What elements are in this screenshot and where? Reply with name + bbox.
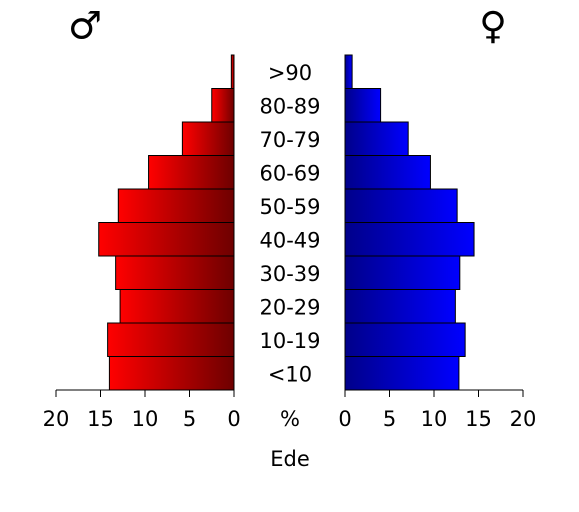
category-label: 60-69 xyxy=(259,161,320,185)
unit-label: % xyxy=(280,407,300,431)
x-tick-label: 20 xyxy=(510,407,537,431)
x-tick-label: 20 xyxy=(43,407,70,431)
category-label: 40-49 xyxy=(259,228,320,252)
male-bar xyxy=(117,188,235,223)
male-bar xyxy=(211,88,235,123)
female-bar xyxy=(344,356,460,391)
x-tick-label: 0 xyxy=(227,407,240,431)
female-bar xyxy=(344,322,466,357)
x-axis-label: Ede xyxy=(270,447,310,471)
male-bar xyxy=(98,222,235,257)
category-label: 20-29 xyxy=(259,295,320,319)
female-bar xyxy=(344,54,353,89)
male-legend: ♂ xyxy=(68,4,102,48)
female-bar xyxy=(344,121,409,156)
female-legend: ♀ xyxy=(479,4,507,48)
male-bar xyxy=(181,121,235,156)
female-bar xyxy=(344,188,458,223)
female-bar xyxy=(344,255,461,290)
male-bar xyxy=(115,255,235,290)
category-label: <10 xyxy=(268,362,312,386)
x-tick-label: 10 xyxy=(132,407,159,431)
female-bar xyxy=(344,222,475,257)
male-bar xyxy=(107,322,235,357)
x-tick-label: 5 xyxy=(183,407,196,431)
male-bar xyxy=(230,54,235,89)
category-label: >90 xyxy=(268,61,312,85)
category-label: 80-89 xyxy=(259,94,320,118)
female-bar xyxy=(344,88,382,123)
male-bar xyxy=(108,356,235,391)
male-bar xyxy=(148,155,235,190)
x-tick-label: 0 xyxy=(338,407,351,431)
category-label: 10-19 xyxy=(259,329,320,353)
male-bar xyxy=(119,289,235,324)
category-label: 70-79 xyxy=(259,128,320,152)
x-tick-label: 10 xyxy=(421,407,448,431)
x-tick-label: 15 xyxy=(87,407,114,431)
female-bar xyxy=(344,289,456,324)
female-bar xyxy=(344,155,431,190)
category-label: 50-59 xyxy=(259,195,320,219)
category-label: 30-39 xyxy=(259,262,320,286)
x-tick-label: 5 xyxy=(383,407,396,431)
x-tick-label: 15 xyxy=(465,407,492,431)
